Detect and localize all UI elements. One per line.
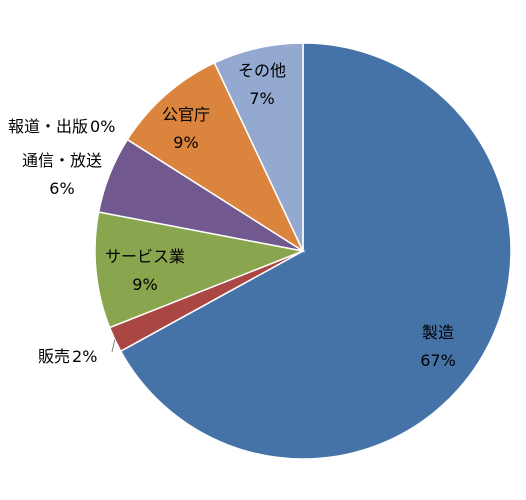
leader-line — [111, 339, 116, 353]
pie-slice — [94, 211, 306, 329]
data-label-category: 製造 — [422, 323, 454, 342]
pie-slice — [213, 42, 304, 252]
data-label: 販売 2% — [38, 347, 97, 366]
data-label-value: 2% — [72, 347, 97, 366]
data-label-value: 9% — [173, 133, 198, 152]
data-label-value: 0% — [90, 117, 115, 136]
data-label-value: 6% — [49, 179, 74, 198]
data-label-value: 9% — [132, 275, 157, 294]
data-label-category: 通信・放送 — [22, 151, 102, 170]
data-label-value: 7% — [249, 89, 274, 108]
pie-slice — [119, 42, 512, 460]
data-label-category: 報道・出版 — [8, 117, 88, 136]
data-label-category: サービス業 — [105, 247, 185, 266]
pie-slice — [126, 61, 305, 254]
data-label-value: 67% — [420, 351, 456, 370]
data-label-category: 販売 — [38, 347, 70, 366]
data-label: 報道・出版 0% — [8, 117, 115, 136]
data-label-category: 公官庁 — [162, 105, 210, 124]
data-labels: 製造 67% 販売 2% サービス業 9% 通信・放送 6% 報道・出版 0% 公官… — [8, 61, 456, 370]
leader-lines — [111, 339, 116, 353]
data-label-category: その他 — [238, 61, 286, 80]
pie-slices — [94, 42, 512, 460]
